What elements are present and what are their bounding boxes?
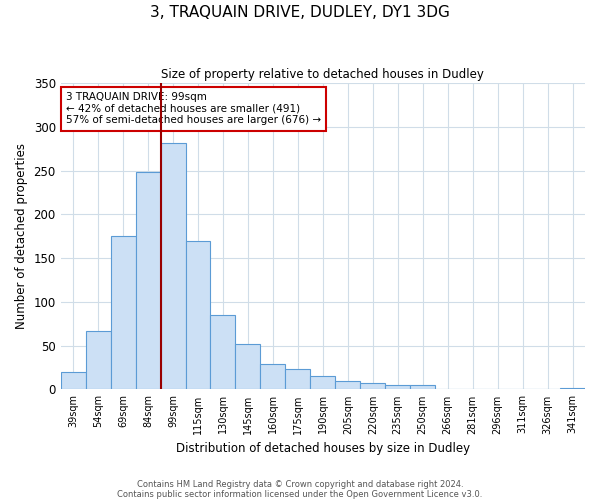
X-axis label: Distribution of detached houses by size in Dudley: Distribution of detached houses by size … (176, 442, 470, 455)
Bar (61, 372, 86, 390)
Text: Contains HM Land Registry data © Crown copyright and database right 2024.
Contai: Contains HM Land Registry data © Crown c… (118, 480, 482, 499)
Title: Size of property relative to detached houses in Dudley: Size of property relative to detached ho… (161, 68, 484, 80)
Bar (235, 344, 260, 390)
Bar (310, 376, 335, 390)
Bar (360, 384, 385, 390)
Bar (211, 315, 235, 390)
Bar (335, 380, 360, 390)
Bar (136, 172, 161, 390)
Bar (86, 331, 110, 390)
Bar (260, 364, 286, 390)
Bar (560, 388, 585, 390)
Bar (110, 236, 136, 390)
Bar (185, 240, 211, 390)
Bar (161, 142, 185, 390)
Bar (435, 388, 460, 390)
Text: 3, TRAQUAIN DRIVE, DUDLEY, DY1 3DG: 3, TRAQUAIN DRIVE, DUDLEY, DY1 3DG (150, 5, 450, 20)
Y-axis label: Number of detached properties: Number of detached properties (15, 143, 28, 329)
Bar (385, 385, 410, 390)
Text: 3 TRAQUAIN DRIVE: 99sqm
← 42% of detached houses are smaller (491)
57% of semi-d: 3 TRAQUAIN DRIVE: 99sqm ← 42% of detache… (66, 92, 321, 126)
Bar (410, 385, 435, 390)
Bar (286, 370, 310, 390)
